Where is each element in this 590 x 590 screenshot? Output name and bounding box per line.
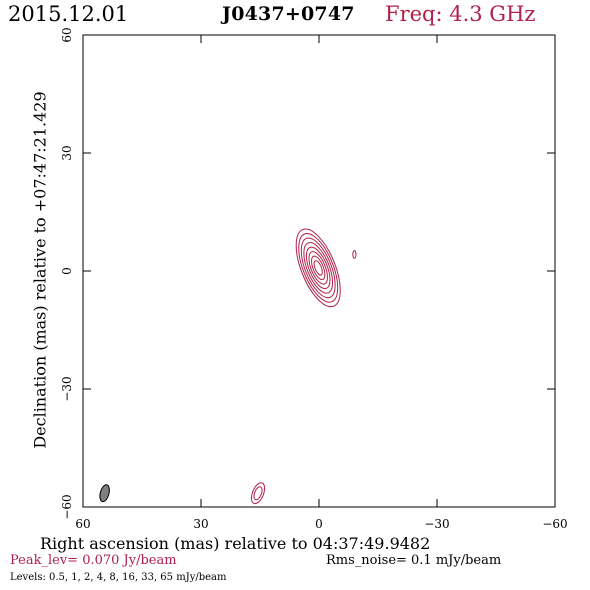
contour-line xyxy=(300,237,336,299)
contour-line xyxy=(250,482,266,505)
axis-tick-labels: 60 30 0 −30 −60 −60 −30 0 30 60 xyxy=(60,27,568,531)
x-tick-label: 0 xyxy=(315,517,323,531)
beam xyxy=(99,484,110,503)
plot-frame xyxy=(82,34,556,508)
axis-ticks xyxy=(82,34,556,508)
y-axis-label: Declination (mas) relative to +07:47:21.… xyxy=(30,91,50,449)
x-tick-label: 30 xyxy=(193,517,208,531)
rms-noise: Rms_noise= 0.1 mJy/beam xyxy=(326,553,502,568)
contour-line xyxy=(295,228,341,308)
contour-line xyxy=(313,260,323,276)
contour-line xyxy=(352,250,357,259)
y-tick-label: −60 xyxy=(60,494,74,519)
contour-line xyxy=(305,246,331,290)
contour-line xyxy=(308,251,328,285)
source-name: J0437+0747 xyxy=(222,3,355,25)
peak-level: Peak_lev= 0.070 Jy/beam xyxy=(10,553,177,568)
x-tick-label: −60 xyxy=(542,517,567,531)
contour-line xyxy=(303,242,334,294)
contour-line xyxy=(298,233,339,303)
x-tick-label: 60 xyxy=(75,517,90,531)
y-tick-label: 0 xyxy=(60,267,74,275)
contour-line xyxy=(311,255,326,281)
frequency-label: Freq: 4.3 GHz xyxy=(385,2,536,26)
epoch-date: 2015.12.01 xyxy=(8,2,129,26)
y-tick-label: 60 xyxy=(60,27,74,42)
y-tick-label: 30 xyxy=(60,145,74,160)
contour-levels: Levels: 0.5, 1, 2, 4, 8, 16, 33, 65 mJy/… xyxy=(10,572,227,583)
beam-ellipse xyxy=(99,484,110,503)
x-tick-label: −30 xyxy=(424,517,449,531)
contour-line xyxy=(253,486,263,501)
contours xyxy=(250,228,357,505)
x-axis-label: Right ascension (mas) relative to 04:37:… xyxy=(40,534,431,553)
y-tick-label: −30 xyxy=(60,376,74,401)
